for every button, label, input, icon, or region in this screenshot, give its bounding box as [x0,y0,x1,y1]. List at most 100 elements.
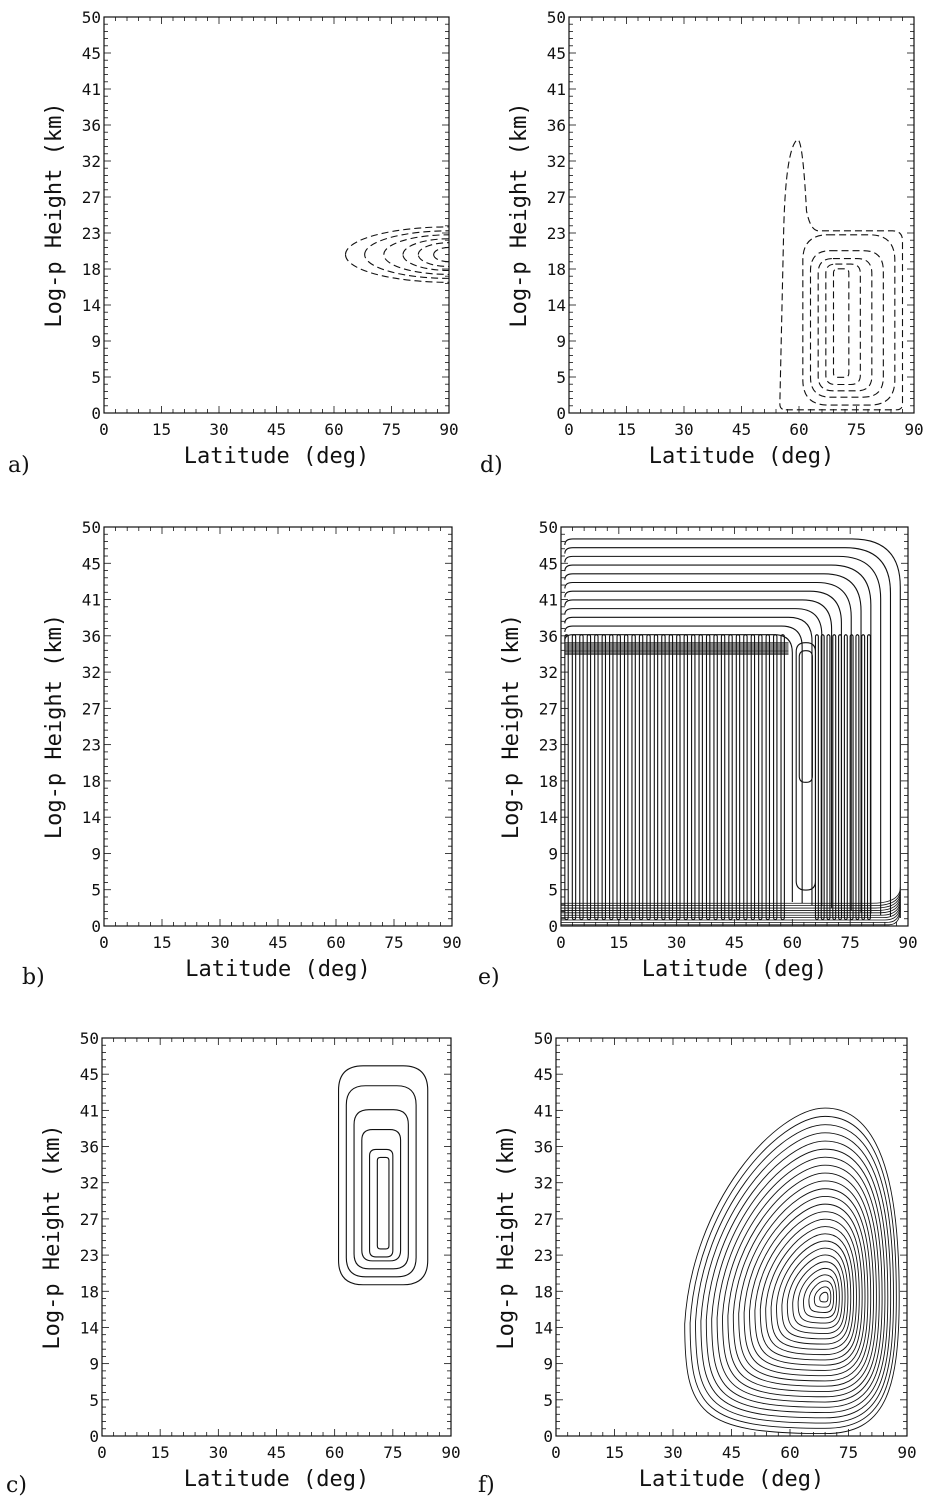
y-tick-label: 14 [80,1318,99,1337]
contour-line [759,1218,860,1361]
y-tick-label: 32 [534,1174,553,1193]
panel-b: 0 15 30 45 60 75 90 0 5 9 14 18 23 27 32 36 41 45 50 Latitu… [22,518,462,990]
panel-f: 0 15 30 45 60 75 90 0 5 9 14 18 23 27 32 36 41 45 50 Latitu… [478,1029,917,1498]
y-tick-label: 27 [534,1210,553,1229]
contour-line [364,230,449,279]
contour-line [571,634,577,921]
y-tick-label: 50 [534,1029,553,1048]
contour-line [564,538,901,919]
y-tick-label: 5 [89,1391,99,1410]
x-axis-title: Latitude (deg) [642,957,827,982]
contour-line [638,634,644,921]
y-tick-label: 14 [547,296,566,315]
contour-line [832,634,837,921]
contour-line [353,1109,409,1270]
y-tick-label: 18 [534,1282,553,1301]
contour-line [797,1267,840,1324]
contour-line [738,1188,872,1382]
x-tick-label: 0 [99,933,109,952]
x-tick-label: 0 [99,420,109,439]
x-tick-label: 90 [898,933,917,952]
y-tick-label: 5 [543,1391,553,1410]
x-tick-label: 60 [783,933,802,952]
y-tick-label: 36 [82,627,101,646]
contour-line [564,581,852,911]
y-tick-label: 45 [534,1065,553,1084]
contour-line [561,901,901,919]
contour-lines [337,1065,429,1286]
contour-line [786,1254,846,1335]
y-tick-label: 45 [82,44,101,63]
y-tick-label: 50 [547,8,566,27]
contour-line [337,1065,429,1286]
x-tick-label: 30 [663,1443,682,1462]
contour-line [698,634,703,921]
panel-label: d) [480,453,503,478]
x-tick-label: 60 [325,1443,344,1462]
contour-line [561,887,901,904]
contour-line [716,1156,883,1403]
y-axis-title: Log-p Height (km) [494,1124,519,1349]
contour-line [743,1196,869,1377]
contour-line [402,238,449,271]
panel-a: 0 15 30 45 60 75 90 0 5 9 14 18 23 27 32 36 41 45 50 Latitu… [8,8,459,478]
x-tick-label: 30 [674,420,693,439]
contour-line [683,634,689,921]
contour-line [792,1261,843,1329]
y-axis-title: Log-p Height (km) [499,614,524,839]
contour-line [564,564,872,914]
plot-frame [103,16,450,414]
contour-line [843,634,848,921]
y-tick-label: 14 [539,808,558,827]
tick-marks [103,16,450,414]
plot-frame [568,16,915,414]
contour-line [564,555,882,916]
contour-lines [561,538,901,926]
y-tick-label: 23 [82,736,101,755]
contour-line [705,1140,889,1414]
x-tick-label: 75 [383,1443,402,1462]
contour-line [825,263,861,386]
contour-line [653,634,659,921]
x-tick-label: 75 [384,933,403,952]
y-tick-label: 36 [82,116,101,135]
contour-line [826,634,831,921]
tick-marks [103,526,453,927]
y-tick-label: 32 [82,663,101,682]
contour-line [705,634,711,921]
contour-line [866,634,871,921]
contour-line [369,1148,394,1258]
contour-line [802,234,896,406]
panel-label: c) [6,1473,27,1498]
contour-line [728,634,733,921]
contour-line [609,634,614,921]
contour-line [616,634,621,921]
y-tick-label: 23 [80,1246,99,1265]
contour-line [345,1085,417,1278]
x-tick-label: 60 [324,420,343,439]
contour-line [646,634,651,921]
contour-line [561,892,901,909]
contour-line [561,904,901,921]
y-tick-label: 18 [547,260,566,279]
y-tick-label: 27 [82,188,101,207]
y-tick-label: 23 [539,736,558,755]
contour-line [758,634,763,921]
y-tick-label: 23 [534,1246,553,1265]
contour-line [564,608,823,907]
contour-lines [779,139,904,411]
y-tick-label: 23 [547,224,566,243]
contour-line [743,634,748,921]
y-tick-label: 50 [539,518,558,537]
x-tick-label: 0 [564,420,574,439]
x-axis-title: Latitude (deg) [649,444,834,469]
y-tick-label: 45 [539,554,558,573]
x-tick-label: 60 [780,1443,799,1462]
y-tick-label: 9 [548,844,558,863]
y-tick-label: 41 [539,591,558,610]
x-tick-label: 75 [841,933,860,952]
y-tick-label: 0 [556,404,566,423]
y-tick-label: 0 [89,1427,99,1446]
y-tick-label: 14 [82,296,101,315]
y-tick-label: 27 [547,188,566,207]
